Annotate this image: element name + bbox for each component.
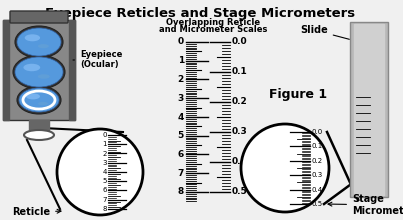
Text: 1: 1 [178, 56, 184, 65]
Text: 6: 6 [102, 187, 107, 194]
Text: 0.3: 0.3 [312, 172, 323, 178]
Text: 0: 0 [102, 132, 107, 138]
Text: 3: 3 [178, 94, 184, 103]
FancyBboxPatch shape [3, 20, 75, 120]
Text: 6: 6 [178, 150, 184, 159]
Circle shape [57, 129, 143, 215]
Text: Slide: Slide [300, 25, 349, 39]
Text: 8: 8 [102, 206, 107, 212]
Text: and Micrometer Scales: and Micrometer Scales [159, 25, 267, 34]
Text: 8: 8 [178, 187, 184, 196]
Ellipse shape [26, 94, 40, 99]
Text: 2: 2 [178, 75, 184, 84]
Text: Figure 1: Figure 1 [269, 88, 327, 101]
Text: Reticle: Reticle [12, 207, 61, 217]
Text: 0.2: 0.2 [232, 97, 248, 106]
Text: 3: 3 [102, 160, 107, 166]
Text: 0.5: 0.5 [232, 187, 248, 196]
Text: 0.1: 0.1 [232, 68, 248, 77]
Ellipse shape [25, 34, 40, 41]
Text: 0.0: 0.0 [312, 129, 323, 135]
Text: 0.1: 0.1 [312, 143, 323, 149]
Text: 0.4: 0.4 [232, 158, 248, 167]
Text: 2: 2 [103, 150, 107, 156]
Bar [69, 20, 75, 120]
Text: 4: 4 [178, 112, 184, 121]
Ellipse shape [17, 86, 61, 114]
Bar [3, 20, 9, 120]
Text: Overlapping Reticle: Overlapping Reticle [166, 18, 260, 27]
Text: 7: 7 [178, 169, 184, 178]
Text: 4: 4 [103, 169, 107, 175]
Text: 0.5: 0.5 [312, 201, 323, 207]
Ellipse shape [38, 74, 50, 79]
Text: 1: 1 [102, 141, 107, 147]
Text: Stage
Micrometer: Stage Micrometer [328, 194, 403, 216]
Text: 7: 7 [102, 197, 107, 203]
Text: Eyepiece Reticles and Stage Micrometers: Eyepiece Reticles and Stage Micrometers [45, 7, 355, 20]
Ellipse shape [13, 55, 65, 89]
Text: Eyepiece
(Ocular): Eyepiece (Ocular) [73, 50, 123, 69]
Bar [350, 22, 388, 197]
Ellipse shape [23, 64, 40, 71]
Text: 0.2: 0.2 [312, 158, 323, 164]
Circle shape [241, 124, 329, 212]
Ellipse shape [15, 57, 63, 87]
Ellipse shape [17, 28, 61, 56]
Bar [29, 120, 49, 132]
Ellipse shape [38, 44, 49, 48]
Text: 0.3: 0.3 [232, 128, 248, 136]
Ellipse shape [38, 102, 48, 105]
Ellipse shape [15, 26, 63, 58]
Text: 0.0: 0.0 [232, 37, 247, 46]
Bar [354, 24, 384, 195]
FancyBboxPatch shape [10, 11, 68, 23]
Ellipse shape [24, 130, 54, 140]
Text: 5: 5 [178, 131, 184, 140]
Ellipse shape [19, 88, 59, 112]
Text: 0: 0 [178, 37, 184, 46]
Text: 0.4: 0.4 [312, 187, 323, 192]
Text: 5: 5 [103, 178, 107, 184]
